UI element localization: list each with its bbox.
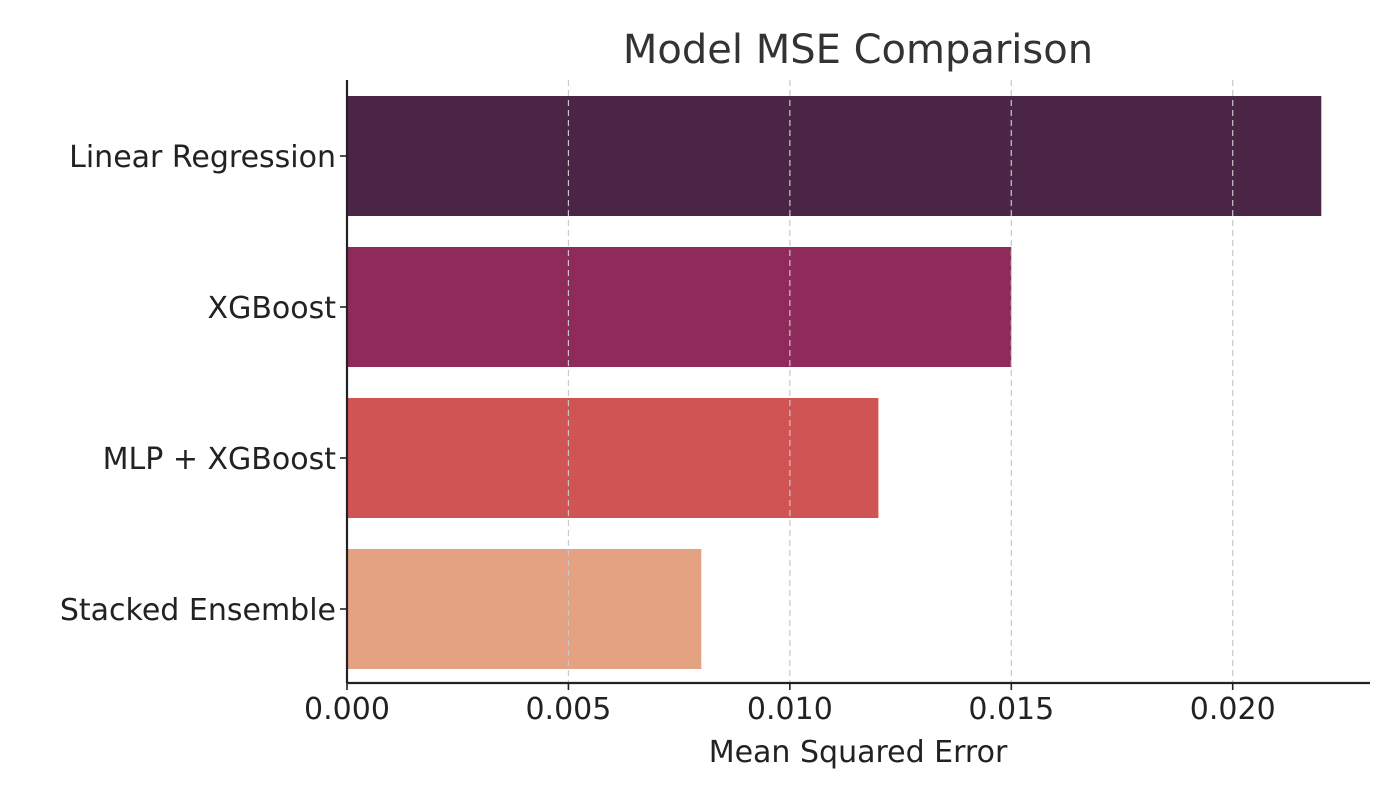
x-tick-label: 0.010	[747, 692, 833, 727]
x-tick-label: 0.000	[304, 692, 390, 727]
y-tick-label: XGBoost	[208, 291, 337, 326]
x-tick-label: 0.015	[968, 692, 1054, 727]
y-ticks: Linear Regression XGBoost MLP + XGBoost Sta…	[60, 140, 347, 628]
bar-linear-regression	[347, 96, 1322, 216]
gridlines	[567, 80, 1234, 683]
bar-mlp-xgboost	[347, 398, 879, 518]
bar-stacked-ensemble	[347, 549, 702, 669]
y-tick-label: Stacked Ensemble	[60, 593, 336, 628]
y-tick-label: Linear Regression	[69, 140, 336, 175]
chart-title: Model MSE Comparison	[623, 27, 1093, 73]
y-tick-label: MLP + XGBoost	[103, 442, 337, 477]
bars	[347, 96, 1322, 669]
x-ticks: 0.000 0.005 0.010 0.015 0.020	[304, 683, 1276, 727]
x-tick-label: 0.020	[1190, 692, 1276, 727]
x-axis-label: Mean Squared Error	[709, 735, 1008, 770]
bar-xgboost	[347, 247, 1012, 367]
x-tick-label: 0.005	[525, 692, 611, 727]
axes	[345, 80, 1370, 685]
